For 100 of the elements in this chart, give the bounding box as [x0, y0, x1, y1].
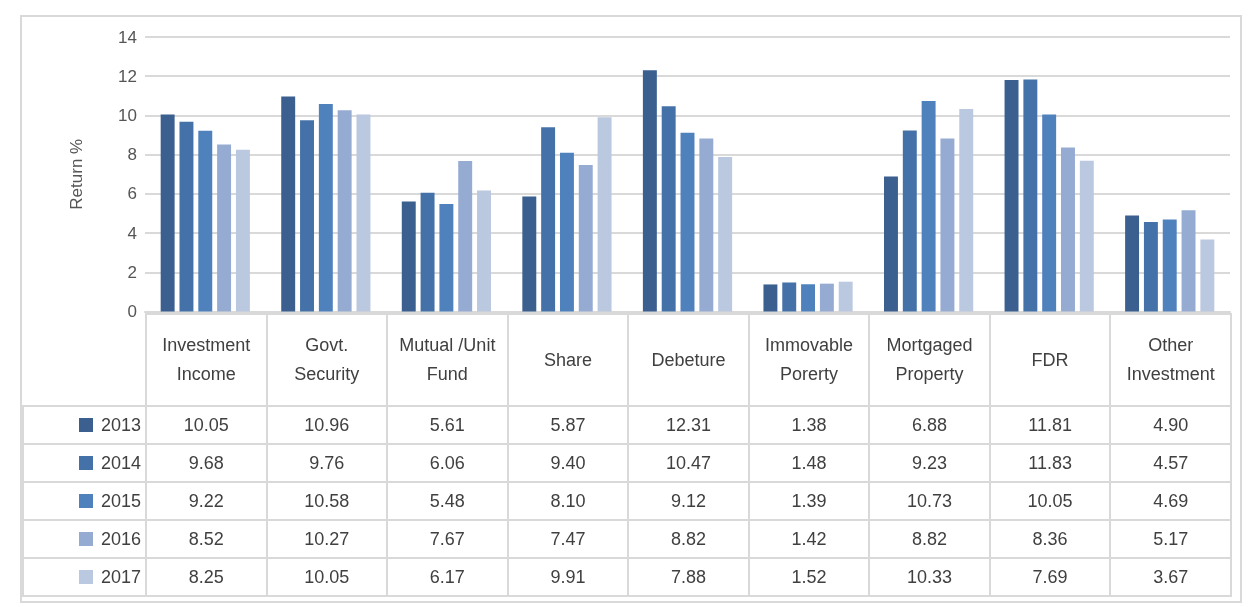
data-label: 10.96 [266, 406, 388, 444]
bar [160, 114, 175, 312]
bar [902, 130, 917, 312]
bar [300, 120, 314, 312]
y-tick-label: 2 [127, 262, 137, 282]
bar [337, 110, 352, 312]
y-tick-label: 4 [127, 223, 137, 243]
data-label: 7.47 [507, 520, 629, 558]
data-label: 11.81 [989, 406, 1111, 444]
bar [458, 161, 473, 312]
data-label: 8.82 [869, 520, 990, 558]
bar [439, 204, 454, 312]
x-tick-label: Mutual /Unit Fund [387, 314, 508, 406]
data-label: 5.61 [387, 406, 508, 444]
data-label: 7.69 [989, 558, 1111, 596]
y-tick-label: 6 [127, 184, 137, 204]
legend-label: 2015 [23, 482, 146, 520]
y-tick-label: 10 [118, 105, 137, 125]
bar [718, 157, 733, 312]
data-label: 1.52 [748, 558, 870, 596]
data-label: 1.42 [748, 520, 870, 558]
y-tick-label: 12 [118, 66, 137, 86]
data-label: 8.82 [628, 520, 749, 558]
legend-label: 2016 [23, 520, 146, 558]
bar [642, 70, 657, 312]
bar [801, 284, 816, 312]
x-tick-label: Govt. Security [266, 314, 388, 406]
data-label: 6.17 [387, 558, 508, 596]
bar [179, 121, 194, 312]
bar [782, 282, 797, 312]
bar [578, 165, 593, 312]
bar [559, 152, 574, 312]
x-tick-label: Investment Income [146, 314, 267, 406]
data-label: 8.36 [989, 520, 1111, 558]
data-label: 10.73 [869, 482, 990, 520]
data-label: 9.12 [628, 482, 749, 520]
bar [477, 190, 491, 312]
legend-label: 2017 [23, 558, 146, 596]
data-label: 12.31 [628, 406, 749, 444]
bar [597, 117, 612, 312]
legend-label: 2014 [23, 444, 146, 482]
data-label: 9.76 [266, 444, 388, 482]
data-label: 10.05 [989, 482, 1111, 520]
data-label: 1.48 [748, 444, 870, 482]
data-label: 4.57 [1110, 444, 1231, 482]
y-axis-title: Return % [67, 138, 86, 210]
data-label: 10.47 [628, 444, 749, 482]
bar [1004, 79, 1019, 312]
x-tick-label: Share [507, 314, 629, 406]
bar [541, 127, 556, 312]
bar [1162, 219, 1177, 312]
bar [940, 138, 955, 312]
data-label: 5.87 [507, 406, 629, 444]
data-label: 9.40 [507, 444, 629, 482]
data-label: 10.58 [266, 482, 388, 520]
data-label: 10.05 [266, 558, 388, 596]
bar [680, 132, 695, 312]
data-label: 8.52 [146, 520, 267, 558]
bar [699, 138, 714, 312]
x-tick-label: Other Investment [1110, 314, 1231, 406]
bar [661, 106, 676, 312]
data-label: 11.83 [989, 444, 1111, 482]
data-label: 7.88 [628, 558, 749, 596]
y-tick-label: 0 [127, 302, 137, 321]
bar [838, 281, 853, 312]
data-label: 10.27 [266, 520, 388, 558]
data-label: 5.17 [1110, 520, 1231, 558]
data-label: 10.33 [869, 558, 990, 596]
data-label: 6.06 [387, 444, 508, 482]
bar [1023, 79, 1038, 312]
bar [356, 114, 371, 312]
bar [281, 96, 296, 312]
x-tick-label: Immovable Porerty [748, 314, 870, 406]
bar [1061, 147, 1075, 312]
data-label: 9.22 [146, 482, 267, 520]
data-label: 3.67 [1110, 558, 1231, 596]
data-label: 8.10 [507, 482, 629, 520]
bar [1181, 210, 1196, 312]
bar [1200, 239, 1215, 312]
bar [819, 283, 834, 312]
bar [420, 192, 435, 312]
x-tick-label: Mortgaged Property [869, 314, 990, 406]
bar [198, 130, 213, 312]
bar [318, 104, 333, 312]
legend-label: 2013 [23, 406, 146, 444]
data-label: 8.25 [146, 558, 267, 596]
data-label: 4.69 [1110, 482, 1231, 520]
data-label: 10.05 [146, 406, 267, 444]
bar [217, 144, 232, 312]
bar [235, 149, 250, 312]
data-label: 6.88 [869, 406, 990, 444]
bar [921, 101, 936, 312]
bar [401, 201, 416, 312]
bar [1042, 114, 1057, 312]
bar [763, 284, 778, 312]
data-label: 9.91 [507, 558, 629, 596]
data-label: 9.23 [869, 444, 990, 482]
data-label: 1.38 [748, 406, 870, 444]
data-label: 7.67 [387, 520, 508, 558]
bar [884, 176, 898, 312]
